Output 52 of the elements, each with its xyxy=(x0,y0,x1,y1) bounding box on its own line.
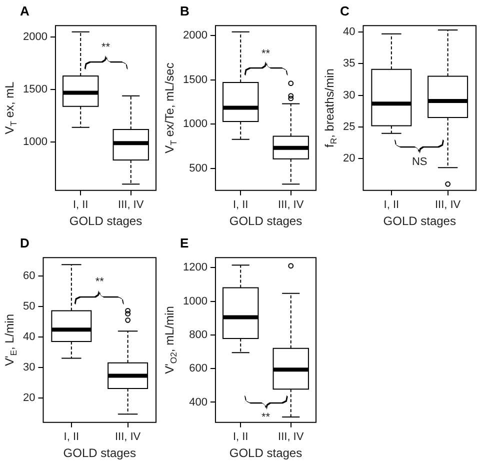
annotation: ** xyxy=(101,42,111,54)
chart-title: A xyxy=(20,3,30,18)
y-axis-title: V'O2, mL/min xyxy=(162,306,179,374)
y-tick-label: 50 xyxy=(22,300,36,312)
y-tick-label: 1500 xyxy=(182,74,208,86)
y-tick-label: 600 xyxy=(189,362,208,375)
y-tick-label: 400 xyxy=(189,396,208,408)
chart-title: B xyxy=(180,3,190,18)
x-axis-title: GOLD stages xyxy=(383,214,456,228)
y-axis-title: V'E, L/min xyxy=(2,314,19,366)
x-axis-title: GOLD stages xyxy=(229,446,302,460)
y-tick-label: 30 xyxy=(22,362,36,374)
y-tick-label: 2000 xyxy=(22,31,48,44)
y-tick-label: 1000 xyxy=(182,118,208,130)
chart-title: E xyxy=(180,235,189,250)
y-tick-label: 25 xyxy=(342,121,356,134)
x-tick-label: I, II xyxy=(232,431,248,444)
chart-title: D xyxy=(20,235,30,250)
y-tick-label: 800 xyxy=(189,328,208,341)
y-tick-label: 35 xyxy=(342,58,356,70)
x-tick-label: III, IV xyxy=(434,199,462,212)
y-axis-title: VT ex/Te, mL/sec xyxy=(162,62,179,154)
chart-title: C xyxy=(340,3,350,18)
x-axis-title: GOLD stages xyxy=(63,446,136,460)
y-tick-label: 1000 xyxy=(22,136,48,148)
y-tick-label: 2000 xyxy=(182,29,208,42)
annotation: NS xyxy=(412,156,428,168)
y-tick-label: 1200 xyxy=(182,262,208,274)
annotation: ** xyxy=(261,48,271,60)
x-tick-label: I, II xyxy=(64,431,80,444)
y-tick-label: 1000 xyxy=(182,295,208,308)
y-tick-label: 1500 xyxy=(22,84,48,96)
y-tick-label: 20 xyxy=(342,152,356,165)
annotation: ** xyxy=(261,412,271,424)
x-tick-label: III, IV xyxy=(278,199,304,212)
y-axis-title: fR, breaths/min xyxy=(322,68,339,148)
x-axis-title: GOLD stages xyxy=(69,214,142,228)
y-tick-label: 40 xyxy=(342,26,356,38)
y-tick-label: 60 xyxy=(22,270,36,282)
y-tick-label: 500 xyxy=(189,162,208,175)
x-tick-label: III, IV xyxy=(114,431,142,444)
x-tick-label: III, IV xyxy=(278,431,304,444)
x-tick-label: I, II xyxy=(72,199,88,212)
x-tick-label: I, II xyxy=(384,199,400,212)
annotation: ** xyxy=(95,276,105,288)
x-tick-label: I, II xyxy=(232,199,248,212)
y-tick-label: 20 xyxy=(22,392,36,404)
y-tick-label: 30 xyxy=(342,89,356,102)
x-tick-label: III, IV xyxy=(118,199,144,212)
x-axis-title: GOLD stages xyxy=(229,214,302,228)
y-axis-title: VT ex, mL xyxy=(2,81,19,134)
y-tick-label: 40 xyxy=(22,330,36,343)
